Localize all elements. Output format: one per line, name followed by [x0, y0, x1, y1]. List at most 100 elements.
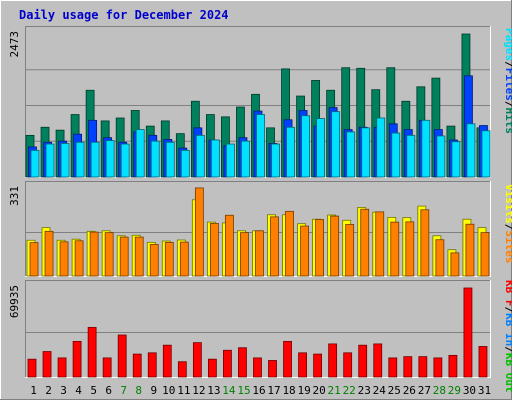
- legend-separator: /: [503, 346, 512, 353]
- bar-sites-day-3: [59, 241, 69, 277]
- bar-pages-day-4: [75, 141, 85, 178]
- bar-kb-f-day-5: [87, 326, 97, 378]
- legend-visits-sites: Visits/Sites: [503, 184, 512, 264]
- bar-sites-day-16: [255, 230, 264, 277]
- bar-sites-day-13: [209, 223, 219, 277]
- bar-kb-f-day-24: [373, 343, 383, 378]
- bar-pages-day-25: [391, 132, 401, 178]
- legend-item: Hits: [503, 108, 512, 135]
- bar-sites-day-7: [119, 236, 129, 277]
- bar-kb-f-day-13: [207, 358, 217, 378]
- bar-sites-day-9: [149, 244, 159, 277]
- bar-kb-f-day-8: [132, 353, 142, 378]
- bar-kb-f-day-1: [27, 358, 37, 378]
- legend-item: KB Out: [503, 353, 512, 393]
- legend-separator: /: [503, 61, 512, 68]
- bar-pages-day-7: [120, 143, 130, 178]
- bar-sites-day-26: [405, 221, 415, 277]
- x-tick-day-5: 5: [90, 384, 97, 397]
- bar-sites-day-27: [420, 209, 430, 277]
- bar-kb-f-day-9: [147, 352, 157, 378]
- bar-pages-day-15: [241, 140, 250, 178]
- bar-sites-day-22: [345, 224, 355, 277]
- legend-item: Sites: [503, 230, 512, 263]
- y-max-label: 69935: [8, 285, 21, 318]
- x-tick-day-27: 27: [418, 384, 431, 397]
- bar-kb-f-day-10: [162, 344, 172, 378]
- bar-pages-day-28: [436, 135, 446, 178]
- x-tick-day-12: 12: [192, 384, 205, 397]
- x-tick-day-9: 9: [150, 384, 157, 397]
- panel-visits-sites: 331 Visits/Sites: [8, 181, 512, 277]
- legend-item: Files: [503, 68, 512, 101]
- legend-item: KB In: [503, 313, 512, 346]
- bar-sites-day-31: [480, 232, 490, 277]
- x-tick-day-18: 18: [282, 384, 295, 397]
- bar-sites-day-19: [300, 225, 309, 277]
- x-tick-day-21: 21: [328, 384, 341, 397]
- x-tick-day-22: 22: [343, 384, 356, 397]
- x-tick-day-2: 2: [45, 384, 52, 397]
- bar-sites-day-24: [375, 211, 385, 277]
- bar-kb-f-day-22: [343, 352, 353, 378]
- x-tick-day-11: 11: [177, 384, 190, 397]
- bar-pages-day-14: [226, 143, 235, 178]
- bar-sites-day-29: [450, 252, 460, 277]
- bar-pages-day-3: [60, 143, 70, 178]
- bar-pages-day-2: [45, 143, 55, 178]
- bar-kb-f-day-21: [328, 343, 338, 378]
- bar-pages-day-9: [150, 140, 160, 178]
- x-tick-day-6: 6: [105, 384, 112, 397]
- bar-pages-day-24: [376, 117, 386, 178]
- bar-pages-day-11: [180, 150, 190, 178]
- bar-pages-day-10: [165, 141, 175, 178]
- legend-separator: /: [503, 307, 512, 314]
- bar-kb-f-day-2: [42, 351, 52, 378]
- x-tick-day-30: 30: [463, 384, 476, 397]
- legend-separator: /: [503, 224, 512, 231]
- x-tick-day-25: 25: [388, 384, 401, 397]
- bar-pages-day-8: [135, 129, 145, 178]
- y-max-label: 2473: [8, 31, 21, 58]
- bar-sites-day-10: [164, 241, 174, 277]
- x-tick-day-15: 15: [237, 384, 250, 397]
- bar-sites-day-11: [179, 241, 189, 277]
- bar-kb-f-day-12: [192, 342, 202, 378]
- bar-kb-f-day-7: [117, 334, 127, 378]
- legend-item: Visits: [503, 184, 512, 224]
- x-tick-day-3: 3: [60, 384, 67, 397]
- bar-kb-f-day-19: [298, 352, 307, 378]
- y-max-label: 331: [8, 186, 21, 206]
- bar-sites-day-25: [390, 221, 400, 277]
- bar-kb-f-day-18: [283, 340, 292, 378]
- bar-sites-day-17: [270, 216, 279, 277]
- bar-pages-day-31: [481, 130, 491, 178]
- bar-pages-day-6: [105, 140, 115, 178]
- bar-pages-day-1: [30, 150, 40, 178]
- bar-sites-day-12: [194, 187, 204, 277]
- x-tick-day-4: 4: [75, 384, 82, 397]
- bar-pages-day-19: [301, 115, 310, 178]
- bar-kb-f-day-3: [57, 357, 67, 378]
- bar-pages-day-23: [361, 127, 371, 178]
- bar-kb-f-day-15: [238, 347, 247, 378]
- x-tick-day-19: 19: [297, 384, 310, 397]
- bar-pages-day-22: [346, 131, 356, 178]
- bar-sites-day-20: [315, 219, 325, 277]
- bar-kb-f-day-20: [313, 353, 323, 378]
- x-tick-day-14: 14: [222, 384, 236, 397]
- bar-sites-day-2: [44, 230, 54, 277]
- bar-kb-f-day-23: [358, 344, 368, 378]
- bar-pages-day-26: [406, 134, 416, 178]
- x-tick-day-23: 23: [358, 384, 371, 397]
- bar-sites-day-30: [465, 223, 475, 277]
- x-tick-day-13: 13: [207, 384, 220, 397]
- x-tick-day-29: 29: [448, 384, 461, 397]
- bar-sites-day-28: [435, 239, 445, 277]
- x-tick-day-16: 16: [252, 384, 265, 397]
- legend-pages-files-hits: Pages/Files/Hits: [503, 28, 512, 134]
- bar-kb-f-day-14: [223, 349, 232, 378]
